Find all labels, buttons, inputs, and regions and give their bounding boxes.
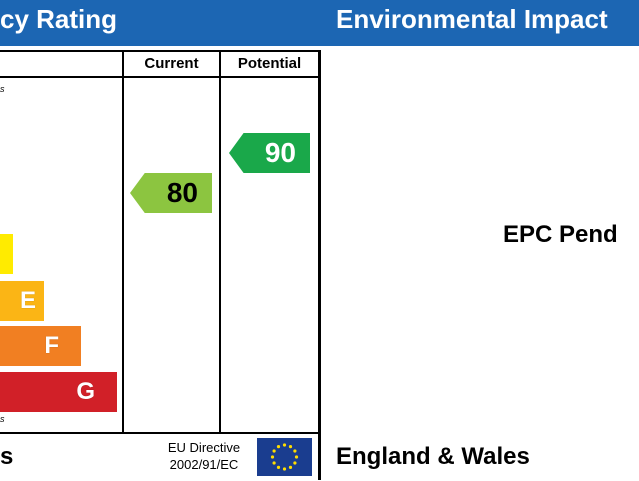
- environmental-impact-title: Environmental Impact: [336, 4, 608, 34]
- bottom-note: s: [0, 414, 5, 424]
- potential-column-left-border: [219, 50, 221, 434]
- current-rating-value: 80: [166, 177, 198, 208]
- band-f: F: [0, 326, 81, 366]
- top-note: s: [0, 84, 5, 94]
- epc-pending-text: EPC Pend: [503, 221, 618, 248]
- potential-rating-arrow: 90: [229, 133, 310, 173]
- eu-flag-stars: [270, 443, 299, 471]
- band-g-letter: G: [76, 378, 95, 405]
- table-top-border: [0, 50, 321, 52]
- footer-left-label: s: [0, 443, 14, 470]
- england-wales-label: England & Wales: [336, 443, 530, 470]
- current-column-left-border: [122, 50, 124, 434]
- potential-rating-value: 90: [264, 137, 296, 168]
- potential-column-header: Potential: [237, 55, 302, 72]
- eu-directive-text: EU Directive 2002/91/EC: [150, 439, 258, 475]
- eu-directive-line1: EU Directive: [167, 440, 241, 455]
- band-d: [0, 234, 13, 274]
- table-header-divider: [0, 76, 321, 78]
- band-e-letter: E: [19, 287, 36, 314]
- panel-divider: [318, 50, 321, 480]
- table-bottom-border: [0, 432, 321, 434]
- current-rating-arrow: 80: [130, 173, 212, 213]
- energy-rating-title: cy Rating: [0, 4, 118, 34]
- eu-directive-line2: 2002/91/EC: [169, 457, 239, 472]
- band-g: G: [0, 372, 117, 412]
- band-e: E: [0, 281, 44, 321]
- header-bar: [0, 0, 639, 46]
- eu-flag-icon: [257, 438, 312, 476]
- current-column-header: Current: [144, 55, 199, 72]
- band-f-letter: F: [44, 332, 59, 359]
